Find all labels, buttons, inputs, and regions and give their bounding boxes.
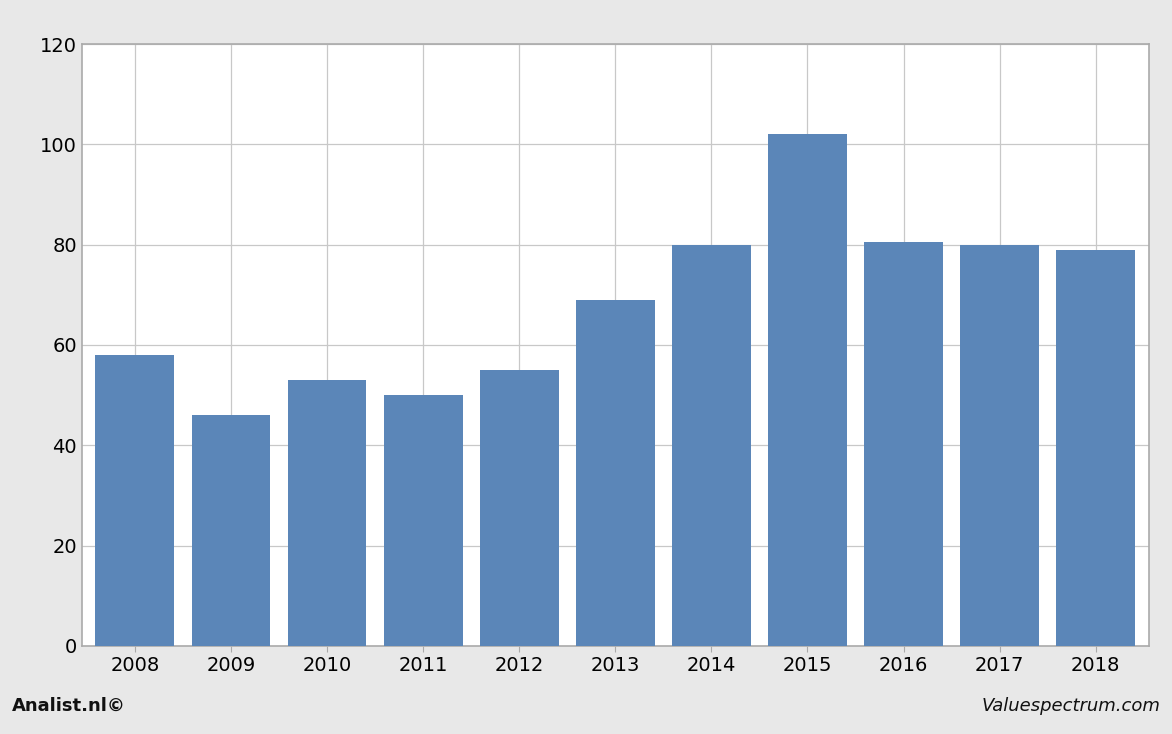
- Bar: [960, 244, 1040, 646]
- Bar: [768, 134, 847, 646]
- Text: Analist.nl©: Analist.nl©: [12, 697, 125, 715]
- Bar: [1056, 250, 1136, 646]
- Bar: [575, 300, 655, 646]
- Bar: [864, 242, 943, 646]
- Bar: [383, 395, 463, 646]
- Bar: [191, 415, 271, 646]
- Bar: [479, 370, 559, 646]
- Bar: [672, 244, 751, 646]
- Bar: [95, 355, 175, 646]
- Text: Valuespectrum.com: Valuespectrum.com: [981, 697, 1160, 715]
- Bar: [287, 380, 367, 646]
